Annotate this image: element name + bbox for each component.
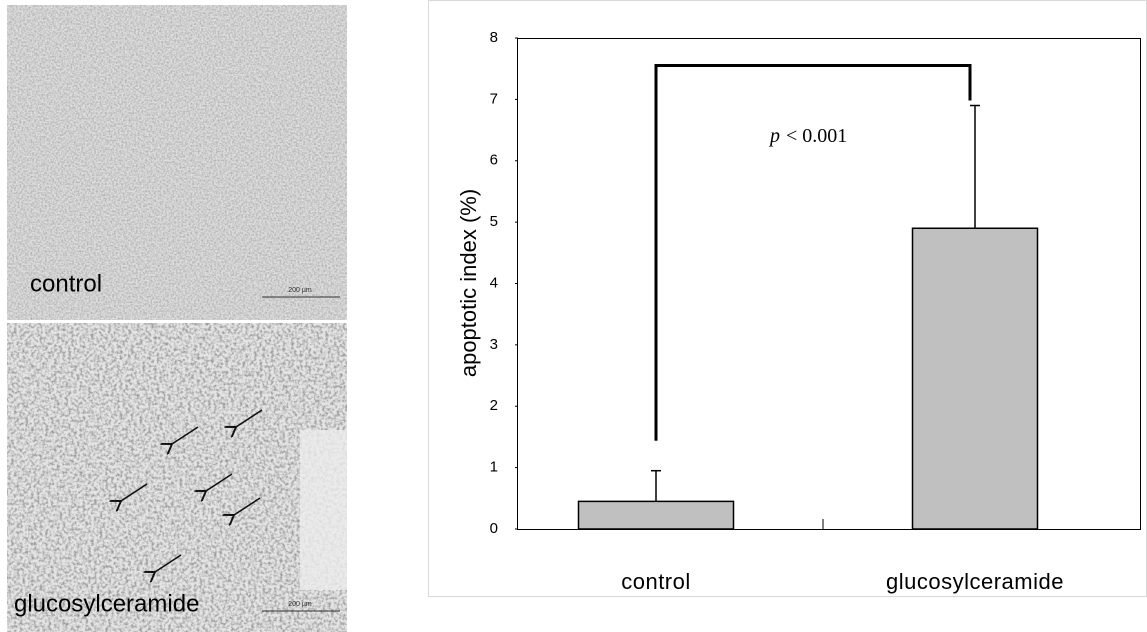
annotation-text: < 0.001 bbox=[786, 125, 847, 147]
arrows bbox=[121, 409, 263, 572]
bar bbox=[577, 500, 735, 530]
scale-bar-label: 200 µm bbox=[288, 287, 312, 294]
panel-label: control bbox=[30, 270, 102, 297]
significance-bracket bbox=[654, 64, 972, 441]
micrograph-control: 200 µm control bbox=[7, 5, 347, 320]
panel-label: glucosylceramide bbox=[14, 590, 199, 617]
chart-frame bbox=[428, 0, 1147, 597]
annotation-symbol: p bbox=[768, 125, 780, 147]
y-tick-label: 0 bbox=[490, 520, 498, 537]
x-tick-label: glucosylceramide bbox=[886, 569, 1064, 594]
annotation: p < 0.001 bbox=[768, 125, 847, 147]
y-tick-label: 3 bbox=[490, 336, 498, 353]
y-tick-label: 7 bbox=[490, 90, 498, 107]
y-tick-label: 1 bbox=[490, 459, 498, 476]
micrograph-glucosylceramide: 200 µm glucosylceramide bbox=[7, 323, 347, 632]
y-axis-label: apoptotic index (%) bbox=[456, 189, 481, 377]
y-tick-label: 4 bbox=[490, 274, 498, 291]
y-tick-label: 8 bbox=[490, 29, 498, 46]
y-tick-label: 5 bbox=[490, 213, 498, 230]
y-tick-label: 2 bbox=[490, 397, 498, 414]
scale-bar-label: 200 µm bbox=[288, 601, 312, 608]
bar bbox=[911, 227, 1039, 530]
y-tick-label: 6 bbox=[490, 152, 498, 169]
x-tick-label: control bbox=[621, 569, 691, 594]
